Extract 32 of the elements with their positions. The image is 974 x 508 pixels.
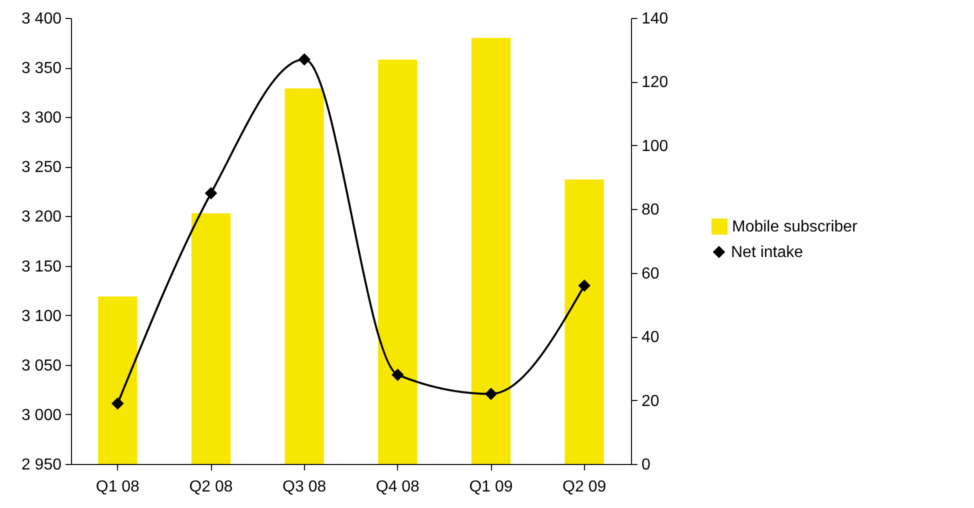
y-tick-label: 2 950 bbox=[21, 456, 62, 474]
y2-tick-label: 140 bbox=[642, 10, 668, 28]
y-tick-label: 3 200 bbox=[21, 208, 62, 226]
x-tick-label: Q3 08 bbox=[282, 478, 326, 496]
x-tick-label: Q1 09 bbox=[469, 478, 513, 496]
y-tick-label: 3 150 bbox=[21, 258, 62, 276]
y-tick-label: 3 000 bbox=[21, 406, 62, 424]
point bbox=[112, 398, 124, 410]
y-tick-label: 3 100 bbox=[21, 308, 62, 325]
y2-tick-label: 0 bbox=[642, 456, 650, 474]
y2-tick-label: 40 bbox=[642, 329, 660, 346]
legend-label: Net intake bbox=[731, 244, 804, 261]
y2-tick-label: 80 bbox=[642, 202, 660, 219]
point bbox=[392, 369, 404, 381]
y-tick-label: 3 300 bbox=[21, 110, 62, 127]
legend-label: Mobile subscriber bbox=[732, 218, 858, 236]
y-tick-label: 3 400 bbox=[21, 10, 62, 28]
y-tick-label: 3 050 bbox=[21, 357, 62, 374]
y-tick-label: 3 350 bbox=[21, 60, 62, 78]
x-tick-label: Q4 08 bbox=[376, 478, 420, 496]
point bbox=[298, 54, 310, 66]
x-tick-label: Q2 09 bbox=[562, 478, 606, 496]
point bbox=[205, 187, 217, 199]
x-tick-label: Q1 08 bbox=[96, 478, 140, 496]
y2-tick-label: 120 bbox=[642, 74, 668, 92]
y2-tick-label: 20 bbox=[642, 392, 660, 410]
x-tick-label: Q2 08 bbox=[189, 478, 233, 496]
y2-tick-label: 60 bbox=[642, 265, 660, 282]
point bbox=[578, 280, 590, 292]
point bbox=[485, 388, 497, 400]
y-tick-label: 3 250 bbox=[21, 159, 62, 176]
y2-tick-label: 100 bbox=[642, 138, 668, 155]
